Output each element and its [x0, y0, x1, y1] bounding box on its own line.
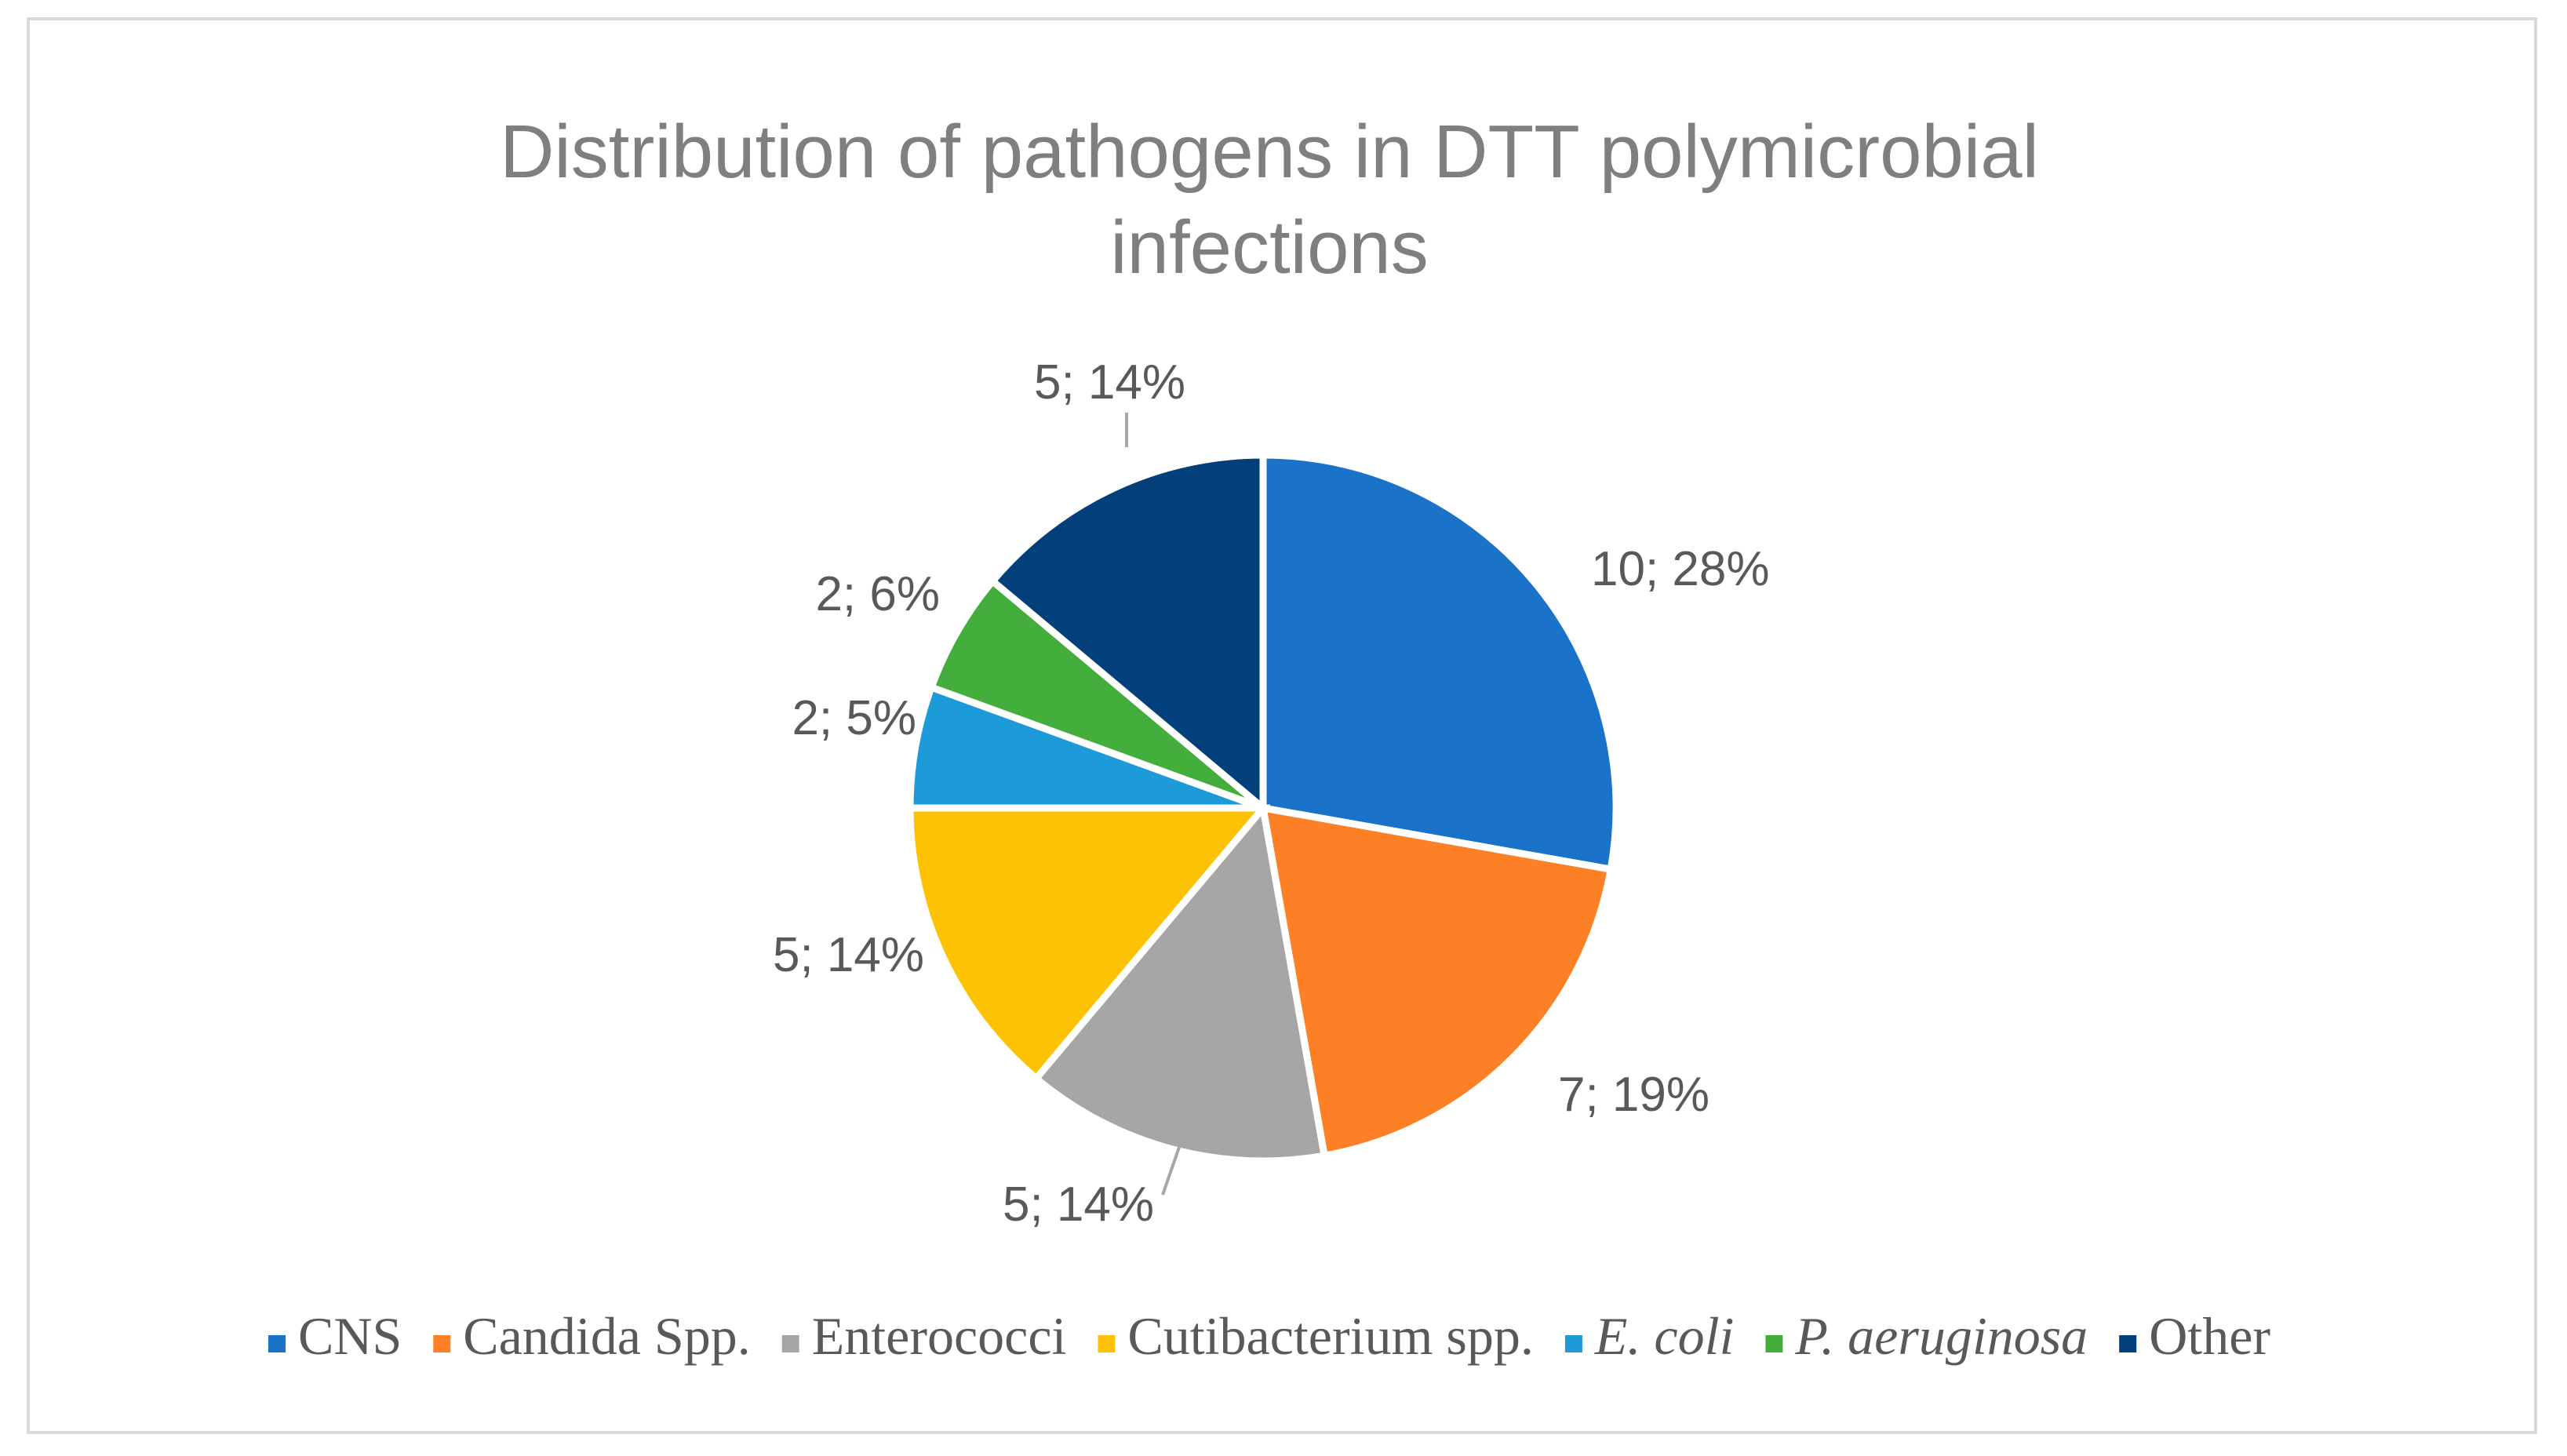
legend-item-other: Other	[2119, 1306, 2270, 1366]
legend-label-e-coli: E. coli	[1594, 1306, 1735, 1366]
data-label-p-aeruginosa: 2; 6%	[815, 567, 940, 621]
legend-label-cns: CNS	[298, 1306, 402, 1366]
legend-label-enterococci: Enterococci	[812, 1306, 1067, 1366]
legend-marker-cutibacterium-spp	[1098, 1335, 1116, 1352]
leader-line-enterococci	[1161, 1135, 1185, 1196]
chart-title: Distribution of pathogens in DTT polymic…	[500, 110, 2039, 289]
legend-marker-other	[2119, 1335, 2137, 1352]
data-label-e-coli: 2; 5%	[792, 691, 916, 745]
legend-item-p-aeruginosa: P. aeruginosa	[1765, 1306, 2088, 1366]
pie-slice-candida-spp	[1258, 803, 1615, 1160]
legend-marker-e-coli	[1564, 1335, 1582, 1352]
pie-slices	[906, 451, 1620, 1165]
legend-item-enterococci: Enterococci	[781, 1306, 1067, 1366]
legend-label-cutibacterium-spp: Cutibacterium spp.	[1127, 1306, 1533, 1366]
data-label-candida-spp: 7; 19%	[1558, 1068, 1710, 1122]
chart-frame: Distribution of pathogens in DTT polymic…	[27, 17, 2537, 1434]
legend-label-p-aeruginosa: P. aeruginosa	[1794, 1306, 2088, 1366]
data-label-enterococci: 5; 14%	[1003, 1178, 1154, 1232]
pie-slice-cutibacterium-spp	[906, 804, 1271, 1084]
legend-item-candida-spp: Candida Spp.	[433, 1306, 751, 1366]
legend: CNS Candida Spp. Enterococci Cutibacterium …	[268, 1306, 2270, 1366]
legend-item-cns: CNS	[268, 1306, 402, 1366]
pie-slice-enterococci	[1031, 799, 1329, 1165]
data-label-cns: 10; 28%	[1591, 542, 1770, 596]
leader-lines	[1125, 413, 1185, 1196]
pie-chart: Distribution of pathogens in DTT polymic…	[268, 110, 2270, 1366]
legend-marker-enterococci	[781, 1335, 799, 1352]
data-label-other: 5; 14%	[1034, 355, 1185, 410]
pie-slice-cns	[1259, 451, 1620, 874]
legend-label-other: Other	[2149, 1306, 2270, 1366]
legend-marker-cns	[268, 1335, 286, 1352]
legend-marker-p-aeruginosa	[1765, 1335, 1783, 1352]
pie-slice-other	[987, 451, 1267, 816]
chart-title-line-2: infections	[1110, 206, 1429, 289]
legend-item-cutibacterium-spp: Cutibacterium spp.	[1098, 1306, 1534, 1366]
legend-item-e-coli: E. coli	[1564, 1306, 1735, 1366]
data-labels: 10; 28% 7; 19% 5; 14% 5; 14% 2; 5% 2; 6% 5; 14…	[773, 355, 1770, 1232]
data-label-cutibacterium-spp: 5; 14%	[773, 928, 924, 982]
legend-label-candida-spp: Candida Spp.	[463, 1306, 750, 1366]
chart-title-line-1: Distribution of pathogens in DTT polymic…	[500, 110, 2039, 194]
legend-marker-candida-spp	[433, 1335, 451, 1352]
